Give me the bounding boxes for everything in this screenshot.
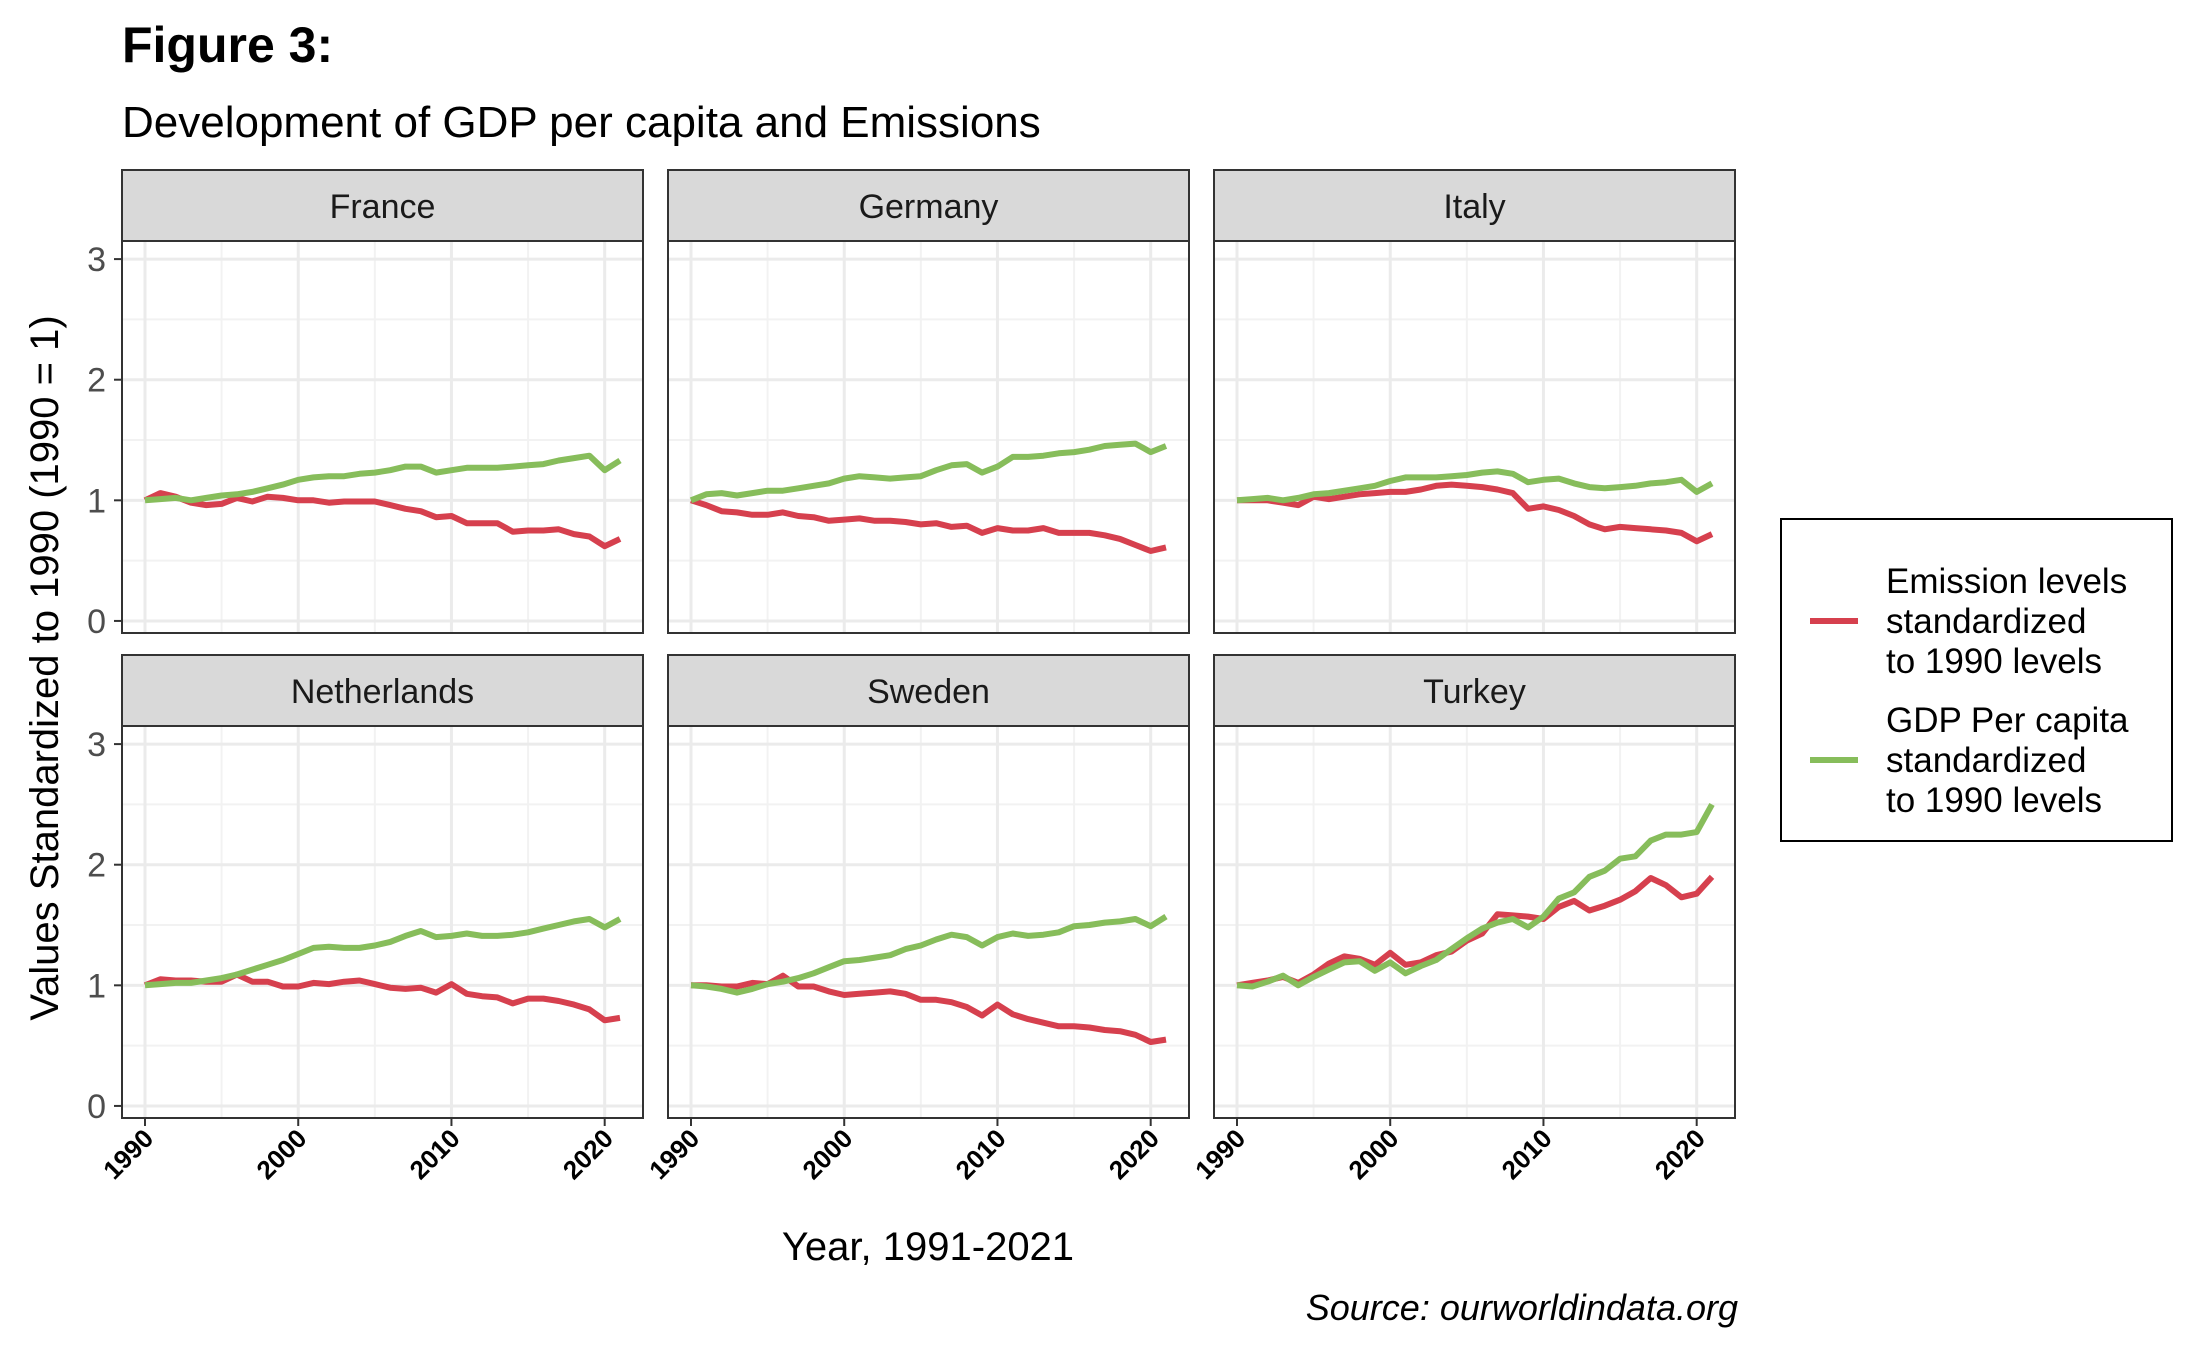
x-tick-label: 2010 — [404, 1123, 466, 1185]
facet-label: Netherlands — [291, 673, 474, 711]
legend-label-gdp: GDP Per capita standardized to 1990 levels — [1886, 701, 2129, 820]
y-tick-label: 1 — [87, 967, 106, 1005]
x-tick-label: 2020 — [1649, 1123, 1711, 1185]
facet-panels: France 0 1 2 3 Germany Italy Netherlands 0 1 2 3 199… — [87, 169, 1736, 1185]
x-tick-label: 2000 — [796, 1123, 858, 1185]
x-tick-label: 2020 — [1103, 1123, 1165, 1185]
x-tick-label: 2010 — [950, 1123, 1012, 1185]
plot-area — [1214, 726, 1735, 1118]
panel-turkey: Turkey 1990 2000 2010 2020 — [1189, 654, 1736, 1185]
y-tick-label: 1 — [87, 482, 106, 520]
facet-strip — [121, 654, 644, 727]
x-tick-label: 1990 — [643, 1123, 705, 1185]
source-caption: Source: ourworldindata.org — [1306, 1287, 1738, 1328]
x-axis-title: Year, 1991-2021 — [782, 1225, 1074, 1269]
panel-border — [121, 240, 644, 634]
emissions-line-france — [143, 490, 622, 550]
gdp-line-france — [144, 452, 622, 504]
gdp-line-turkey — [1236, 802, 1715, 990]
x-tick-label: 2020 — [557, 1123, 619, 1185]
legend-box — [1780, 518, 2173, 842]
figure-title: Figure 3: — [122, 17, 333, 73]
y-tick-label: 2 — [87, 362, 106, 400]
panel-netherlands: Netherlands 0 1 2 3 1990 2000 2010 2020 — [87, 654, 644, 1185]
emissions-line-germany — [690, 497, 1167, 554]
panel-border — [667, 240, 1190, 634]
plot-area — [122, 726, 643, 1118]
x-tick-label: 1990 — [1189, 1123, 1251, 1185]
x-tick-label: 2010 — [1496, 1123, 1558, 1185]
legend-label-emissions: Emission levels standardized to 1990 level… — [1886, 562, 2127, 681]
panel-border — [121, 725, 644, 1119]
y-tick-label: 0 — [87, 603, 106, 641]
facet-strip — [1213, 169, 1736, 242]
panel-germany: Germany — [667, 169, 1190, 634]
figure-subtitle: Development of GDP per capita and Emissi… — [122, 98, 1041, 147]
y-tick-label: 2 — [87, 847, 106, 885]
facet-label: Germany — [859, 188, 999, 226]
x-tick-label: 2000 — [250, 1123, 312, 1185]
plot-area — [1214, 241, 1735, 633]
facet-strip — [667, 654, 1190, 727]
facet-label: Sweden — [867, 673, 990, 711]
plot-area — [668, 241, 1189, 633]
x-tick-label: 1990 — [97, 1123, 159, 1185]
facet-label: France — [330, 188, 436, 226]
facet-strip — [1213, 654, 1736, 727]
y-tick-label: 3 — [87, 241, 106, 279]
x-tick-label: 2000 — [1342, 1123, 1404, 1185]
panel-sweden: Sweden 1990 2000 2010 2020 — [643, 654, 1190, 1185]
facet-label: Turkey — [1423, 673, 1526, 711]
facet-strip — [121, 169, 644, 242]
panel-italy: Italy — [1213, 169, 1736, 634]
panel-border — [1213, 725, 1736, 1119]
panel-france: France 0 1 2 3 — [87, 169, 644, 641]
plot-area — [122, 241, 643, 633]
gdp-line-germany — [689, 440, 1168, 504]
gdp-line-italy — [1236, 468, 1714, 504]
panel-border — [667, 725, 1190, 1119]
y-tick-label: 3 — [87, 726, 106, 764]
y-axis-title: Values Standardized to 1990 (1990 = 1) — [23, 315, 67, 1020]
facet-strip — [667, 169, 1190, 242]
facet-label: Italy — [1443, 188, 1505, 226]
legend: Emission levels standardized to 1990 level… — [1780, 518, 2173, 842]
y-tick-label: 0 — [87, 1088, 106, 1126]
panel-border — [1213, 240, 1736, 634]
gdp-line-sweden — [690, 914, 1168, 996]
gdp-line-netherlands — [144, 916, 622, 989]
